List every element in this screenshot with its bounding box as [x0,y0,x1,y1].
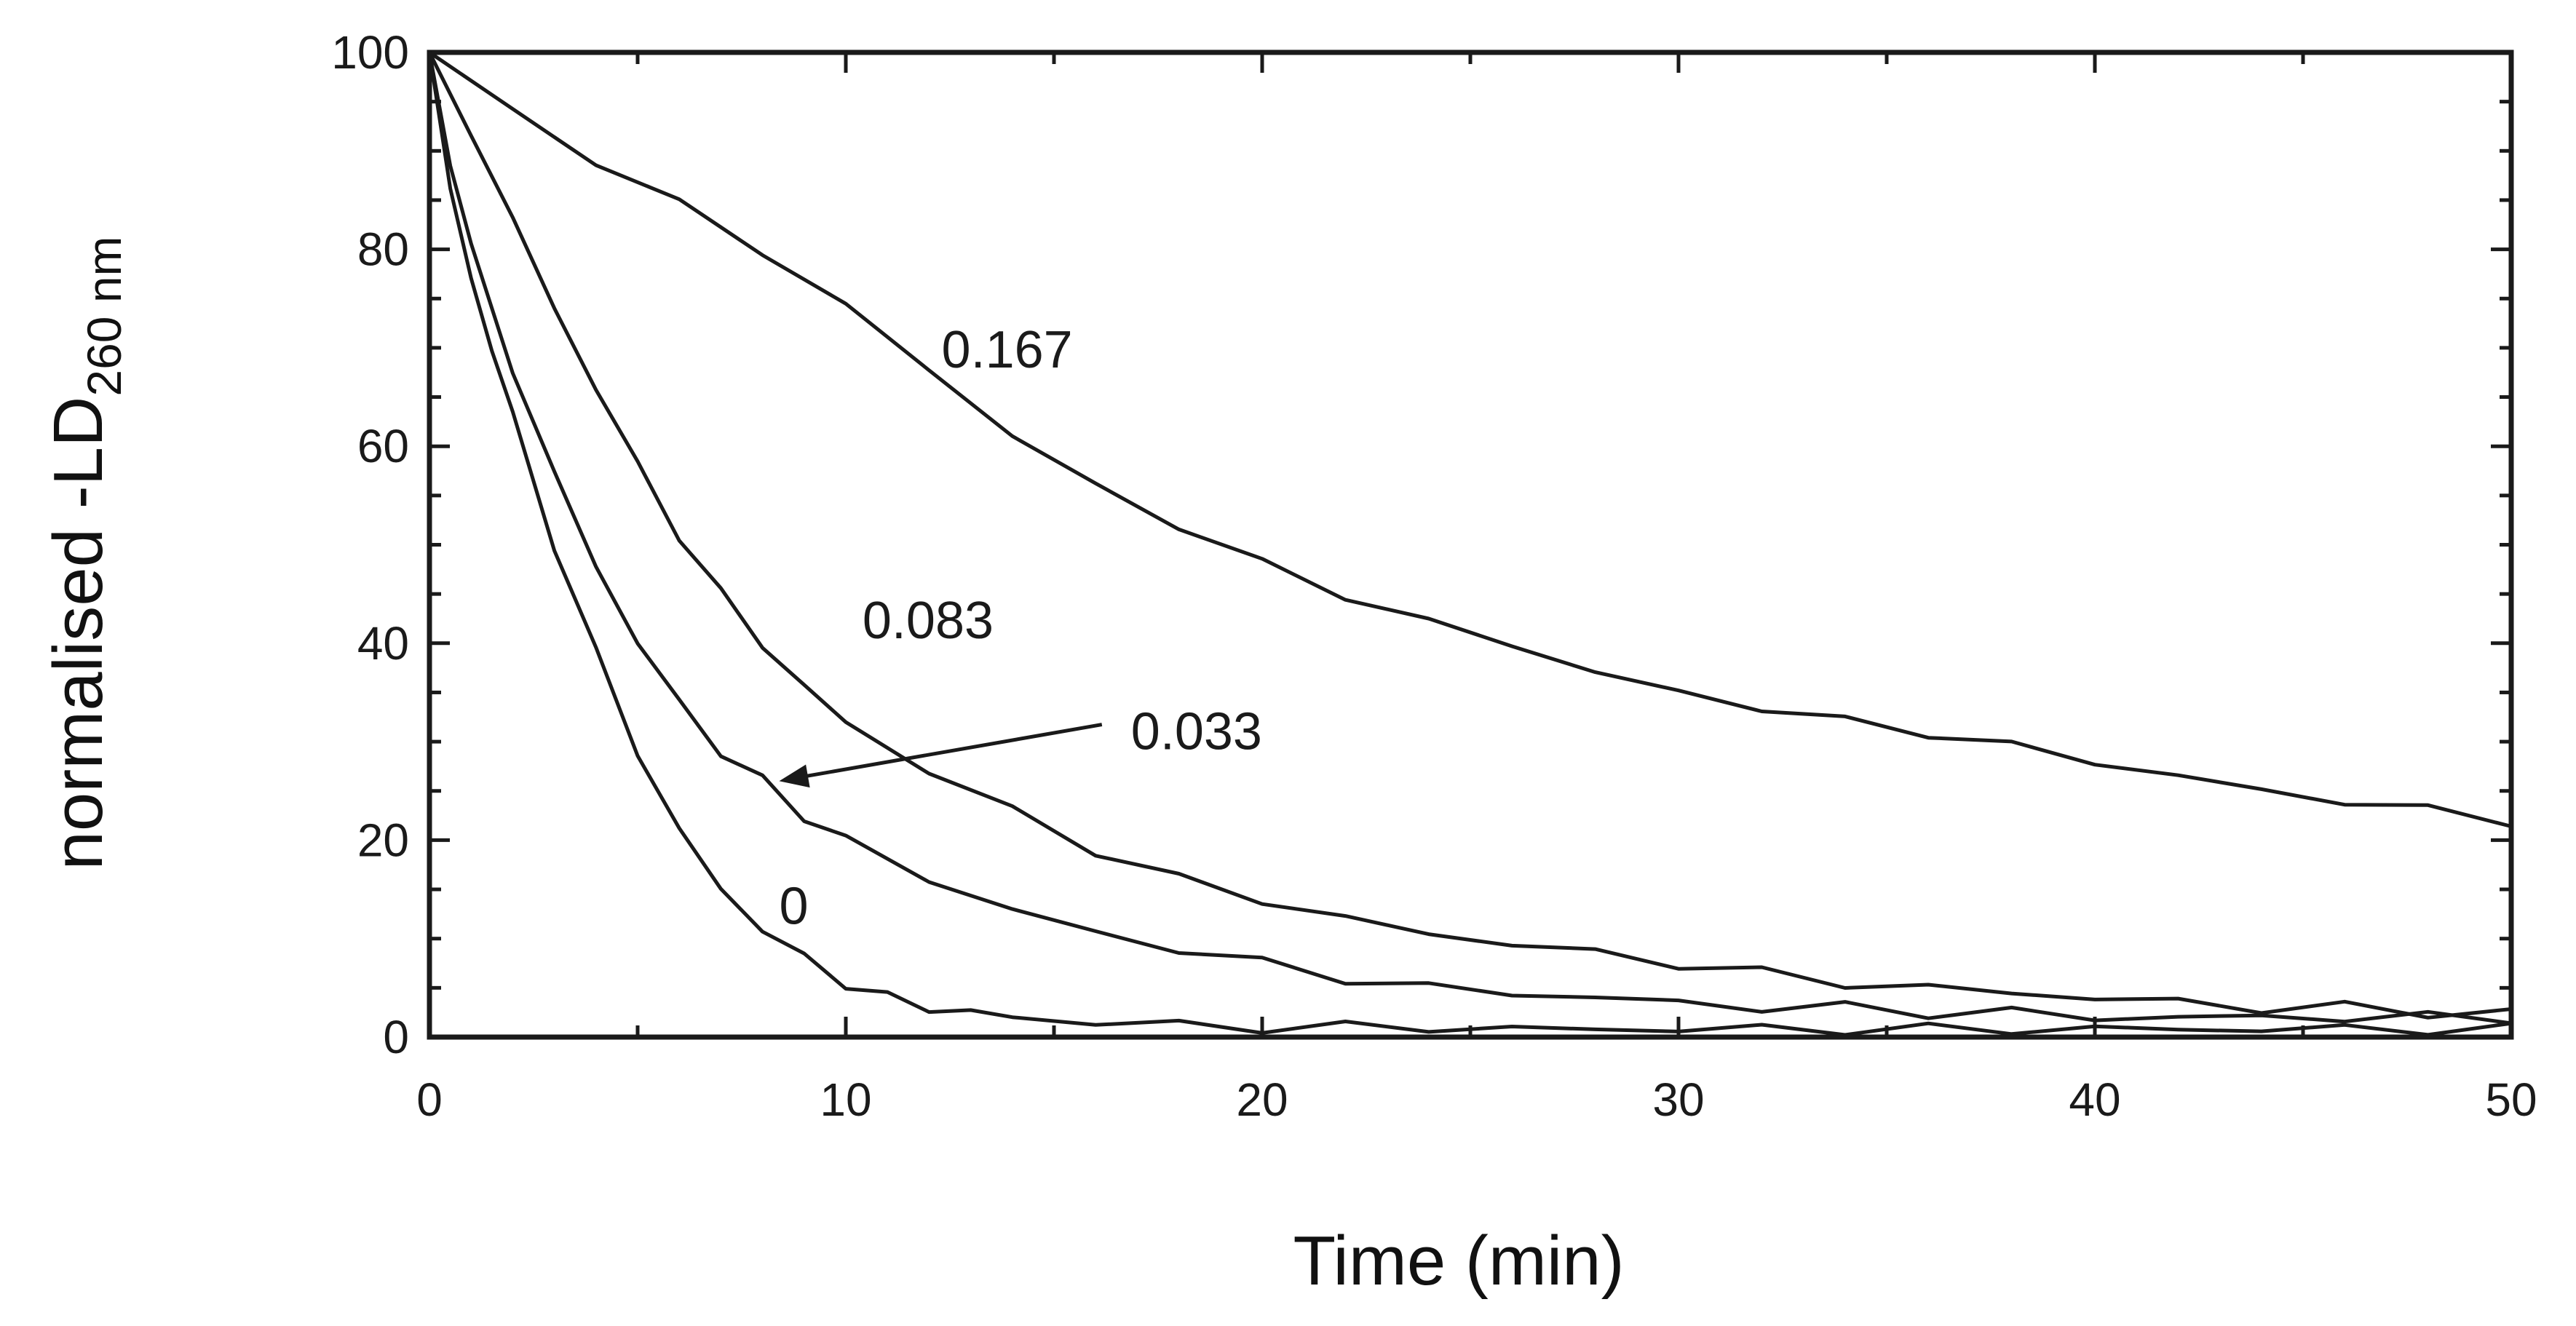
series-label-0.033: 0.033 [1131,703,1262,761]
series-label-0.167: 0.167 [942,321,1073,379]
x-tick-label: 50 [2485,1073,2537,1126]
series-layer: 0.167 0.083 0 [427,50,2512,1037]
series-label-0: 0 [779,877,808,935]
ticks-layer: 0 10 20 30 40 50 0 20 40 60 80 100 [331,26,2537,1126]
series-label-0.083: 0.083 [863,592,994,650]
y-axis-title-main: normalised -LD [39,397,117,870]
annotation-arrow-head [779,764,810,788]
y-axis-title-subscript: 260 nm [77,236,131,396]
series-line-0.083 [427,51,2512,1020]
annotation-arrow-shaft [786,723,1103,782]
y-tick-label: 100 [331,26,409,79]
y-axis-title: normalised -LD260 nm [39,236,131,870]
series-line-0.167 [428,50,2512,828]
y-tick-label: 60 [357,420,409,472]
series-line-0.033 [427,52,2512,1025]
x-tick-label: 0 [416,1073,443,1126]
x-tick-label: 30 [1652,1073,1704,1126]
annotation-layer: 0.033 [779,703,1262,788]
x-tick-label: 40 [2069,1073,2120,1126]
plot-frame [427,49,2514,1040]
y-tick-label: 40 [357,617,409,670]
x-tick-label: 20 [1236,1073,1288,1126]
x-axis-title: Time (min) [1293,1222,1624,1300]
series-line-0 [427,52,2512,1037]
y-tick-label: 20 [357,814,409,866]
x-tick-label: 10 [820,1073,871,1126]
plot-area [427,49,2514,1040]
y-tick-label: 80 [357,223,409,276]
y-tick-label: 0 [383,1011,409,1063]
